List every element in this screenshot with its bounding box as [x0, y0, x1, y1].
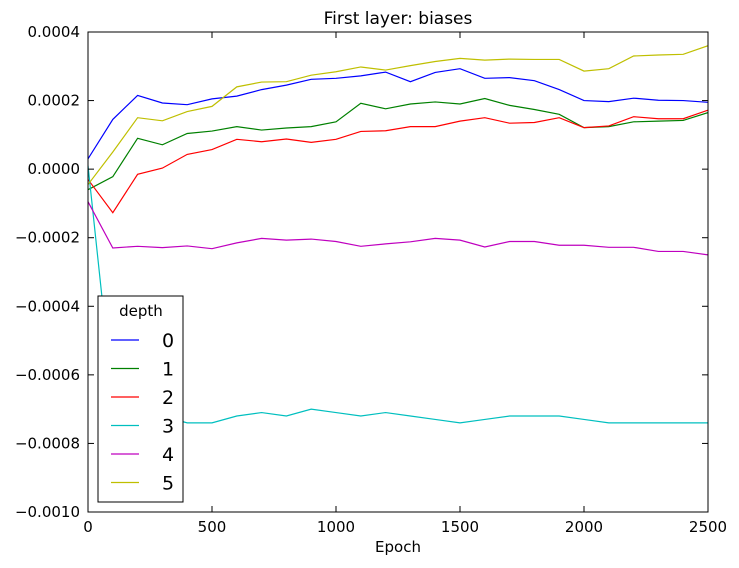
x-tick-label: 500 — [198, 518, 227, 536]
legend-title: depth — [119, 302, 163, 320]
plot-frame — [87, 31, 709, 513]
y-tick-label: 0.0004 — [28, 23, 81, 41]
legend-label-depth-4: 4 — [162, 444, 174, 466]
y-tick-label: 0.0002 — [28, 92, 81, 110]
legend: depth 0 1 2 3 4 5 — [97, 295, 184, 503]
chart-title: First layer: biases — [324, 9, 473, 29]
series-line-depth-0 — [88, 68, 708, 160]
series-line-depth-4 — [88, 201, 708, 256]
legend-entries: 0 1 2 3 4 5 — [111, 330, 174, 495]
legend-label-depth-1: 1 — [162, 359, 174, 381]
legend-label-depth-0: 0 — [162, 330, 174, 352]
x-tick-label: 2000 — [565, 518, 603, 536]
legend-label-depth-2: 2 — [162, 387, 174, 409]
y-tick-label: −0.0008 — [15, 434, 80, 452]
series-line-depth-2 — [88, 109, 708, 214]
legend-label-depth-3: 3 — [162, 416, 174, 438]
x-axis-label: Epoch — [375, 538, 421, 556]
series-line-depth-1 — [88, 97, 708, 191]
series-line-depth-3 — [88, 165, 708, 424]
y-tick-label: −0.0004 — [15, 297, 80, 315]
x-tick-label: 1000 — [317, 518, 355, 536]
x-tick-label: 0 — [83, 518, 93, 536]
legend-box — [97, 295, 184, 503]
y-tick-label: −0.0010 — [15, 503, 80, 521]
series-line-depth-5 — [88, 45, 708, 185]
y-tick-label: −0.0002 — [15, 229, 80, 247]
series-layer — [88, 45, 708, 424]
y-tick-label: 0.0000 — [28, 160, 81, 178]
x-tick-label: 1500 — [441, 518, 479, 536]
y-tick-label: −0.0006 — [15, 366, 80, 384]
legend-label-depth-5: 5 — [162, 473, 174, 495]
tick-layer: 0 500 1000 1500 2000 2500 −0.0010 −0.0008 −0.000… — [15, 23, 727, 536]
x-tick-label: 2500 — [689, 518, 727, 536]
